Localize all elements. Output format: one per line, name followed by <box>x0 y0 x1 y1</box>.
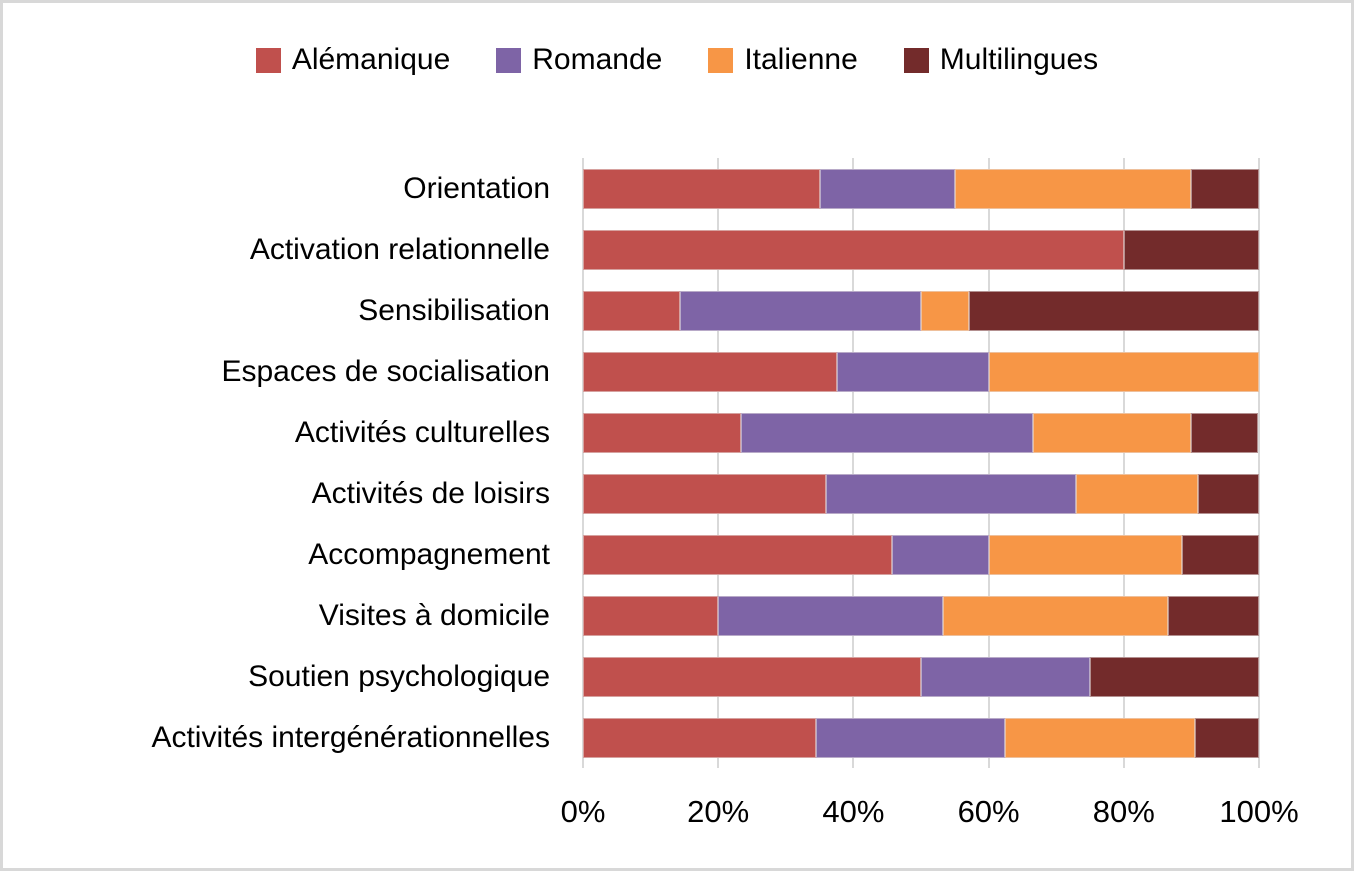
x-axis-tick-label: 0% <box>560 794 606 829</box>
x-axis-tick-label: 60% <box>957 794 1020 829</box>
category-label: Espaces de socialisation <box>221 355 550 388</box>
legend-label: Multilingues <box>939 43 1099 76</box>
bar-track <box>583 290 1259 331</box>
bar-segment-multilingues <box>968 290 1259 331</box>
legend-item: Italienne <box>708 43 858 76</box>
bar-segment-alémanique <box>583 229 1124 270</box>
bar-track <box>583 229 1259 270</box>
bar-segment-italienne <box>954 168 1192 209</box>
bar-segment-alémanique <box>583 351 837 392</box>
bar-segment-romande <box>921 656 1090 697</box>
bar-segment-alémanique <box>583 534 892 575</box>
bar-track <box>583 168 1259 209</box>
bar-segment-alémanique <box>583 290 680 331</box>
gridline <box>987 158 990 768</box>
x-axis-tick-label: 100% <box>1219 794 1299 829</box>
bar-segment-romande <box>836 351 989 392</box>
bar-track <box>583 534 1259 575</box>
bar-segment-romande <box>718 595 944 636</box>
bar-row: Activation relationnelle <box>3 219 1259 280</box>
x-axis: 0% 20% 40% 60% 80% 100% <box>3 794 1351 842</box>
bar-segment-multilingues <box>1198 473 1259 514</box>
gridline <box>1258 158 1260 768</box>
legend-item: Romande <box>496 45 662 75</box>
x-axis-tick-label: 20% <box>687 794 750 829</box>
bar-segment-multilingues <box>1195 717 1259 758</box>
bar-row: Activités culturelles <box>3 402 1259 463</box>
legend-label: Romande <box>532 43 663 76</box>
bar-segment-italienne <box>988 534 1182 575</box>
bar-segment-multilingues <box>1191 168 1259 209</box>
bar-segment-italienne <box>1005 717 1196 758</box>
bar-segment-romande <box>815 717 1006 758</box>
legend-swatch-icon <box>903 47 929 73</box>
bar-track <box>583 351 1259 392</box>
bar-segment-romande <box>891 534 989 575</box>
bar-segment-romande <box>826 473 1077 514</box>
bar-segment-alémanique <box>583 473 827 514</box>
bar-track <box>583 473 1259 514</box>
legend-item: Alémanique <box>255 43 451 76</box>
chart-legend: Alémanique Romande Italienne Multilingues <box>3 45 1351 75</box>
bar-row: Espaces de socialisation <box>3 341 1259 402</box>
bar-segment-italienne <box>988 351 1259 392</box>
category-label: Sensibilisation <box>358 294 550 327</box>
x-axis-tick-label: 40% <box>822 794 885 829</box>
bar-row: Soutien psychologique <box>3 646 1259 707</box>
bar-track <box>583 412 1259 453</box>
bar-segment-multilingues <box>1123 229 1259 270</box>
bar-segment-italienne <box>1076 473 1199 514</box>
bar-segment-multilingues <box>1168 595 1259 636</box>
bar-segment-romande <box>679 290 921 331</box>
category-label: Visites à domicile <box>318 599 550 632</box>
bar-segment-alémanique <box>583 595 719 636</box>
bar-segment-italienne <box>920 290 969 331</box>
gridline <box>1122 158 1125 768</box>
bar-row: Accompagnement <box>3 524 1259 585</box>
legend-label: Italienne <box>744 43 858 76</box>
category-label: Activités intergénérationnelles <box>151 721 550 754</box>
bar-segment-alémanique <box>583 717 816 758</box>
legend-label: Alémanique <box>291 43 451 76</box>
bar-segment-romande <box>819 168 955 209</box>
bar-track <box>583 656 1259 697</box>
legend-swatch-icon <box>255 47 281 73</box>
x-axis-tick-label: 80% <box>1092 794 1155 829</box>
bar-segment-italienne <box>1033 412 1191 453</box>
gridline <box>852 158 855 768</box>
bar-row: Activités intergénérationnelles <box>3 707 1259 768</box>
bar-segment-alémanique <box>583 656 921 697</box>
category-label: Activation relationnelle <box>249 233 550 266</box>
gridlines <box>582 158 1260 768</box>
bar-segment-alémanique <box>583 168 820 209</box>
bar-segment-alémanique <box>583 412 741 453</box>
category-label: Soutien psychologique <box>248 660 550 693</box>
bar-segment-multilingues <box>1181 534 1259 575</box>
legend-swatch-icon <box>708 47 734 73</box>
bar-track <box>583 595 1259 636</box>
category-label: Activités culturelles <box>294 416 550 449</box>
bar-row: Orientation <box>3 158 1259 219</box>
category-label: Orientation <box>403 172 550 205</box>
plot-area: Orientation Activation relationnelle Sensi… <box>3 158 1260 768</box>
legend-item: Multilingues <box>903 43 1099 76</box>
bar-segment-multilingues <box>1190 412 1259 453</box>
bar-row: Activités de loisirs <box>3 463 1259 524</box>
gridline <box>582 158 584 768</box>
bar-row: Sensibilisation <box>3 280 1259 341</box>
category-label: Accompagnement <box>308 538 550 571</box>
bar-rows: Orientation Activation relationnelle Sensi… <box>3 158 1259 768</box>
bar-segment-italienne <box>943 595 1169 636</box>
bar-segment-multilingues <box>1090 656 1259 697</box>
legend-swatch-icon <box>496 47 522 73</box>
gridline <box>717 158 720 768</box>
category-label: Activités de loisirs <box>311 477 550 510</box>
bar-track <box>583 717 1259 758</box>
bar-segment-romande <box>740 412 1034 453</box>
bar-row: Visites à domicile <box>3 585 1259 646</box>
